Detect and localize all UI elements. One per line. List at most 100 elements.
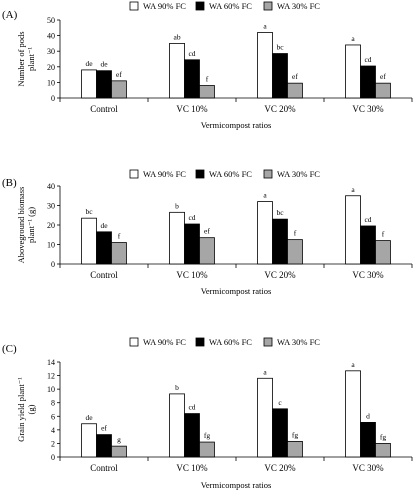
bar-significance-label: cd — [364, 215, 371, 224]
chart-panel-3: (C) WA 90% FC WA 60% FC WA 30% FC Grain yiel… — [2, 337, 413, 490]
bar-2-2 — [184, 223, 200, 265]
bar-significance-label: de — [100, 60, 108, 69]
y-axis-title: Aboveground biomass plant⁻¹ (g) — [16, 187, 36, 264]
x-category-label: VC 10% — [176, 104, 208, 114]
y-tick-label: 2 — [51, 439, 55, 448]
bar-2-4 — [360, 225, 376, 265]
bar-2-4 — [360, 421, 376, 458]
y-tick-label: 8 — [51, 399, 55, 408]
legend-label-1: WA 90% FC — [143, 1, 186, 11]
bar-3-4 — [375, 240, 391, 265]
bar-2-1 — [96, 434, 112, 458]
y-tick-label: 10 — [47, 241, 55, 250]
bar-1-2 — [169, 393, 185, 458]
panel-label: (C) — [2, 343, 17, 355]
bar-1-2 — [169, 211, 185, 265]
x-category-label: Control — [90, 270, 118, 280]
bar-significance-label: c — [278, 398, 282, 407]
bar-2-1 — [96, 70, 112, 99]
bar-significance-label: bc — [276, 208, 284, 217]
legend-swatch-2 — [195, 1, 205, 11]
bar-2-3 — [272, 218, 288, 265]
bar-1-4 — [345, 195, 361, 265]
bar-2-1 — [96, 231, 112, 265]
bar-significance-label: a — [351, 360, 355, 369]
y-tick-label: 14 — [47, 358, 55, 367]
x-axis-title: Vermicompost ratios — [201, 120, 272, 130]
bar-1-3 — [257, 201, 273, 265]
bar-significance-label: b — [175, 383, 179, 392]
y-tick-label: 12 — [47, 372, 55, 381]
bar-significance-label: cd — [188, 213, 195, 222]
bar-3-4 — [375, 82, 391, 99]
y-tick-label: 30 — [47, 47, 55, 56]
panel-label: (B) — [2, 177, 17, 189]
bar-3-4 — [375, 443, 391, 458]
bar-significance-label: cd — [188, 403, 195, 412]
x-category-label: VC 30% — [352, 270, 384, 280]
x-category-label: VC 20% — [264, 104, 296, 114]
bar-significance-label: a — [263, 367, 267, 376]
chart-panel-2: (B) WA 90% FC WA 60% FC WA 30% FC Abovegroun… — [2, 169, 413, 296]
bar-significance-label: a — [351, 185, 355, 194]
bar-2-3 — [272, 408, 288, 458]
bar-significance-label: fg — [380, 432, 386, 441]
bar-1-3 — [257, 377, 273, 458]
bar-significance-label: a — [263, 21, 267, 30]
y-axis-title-line-2: (g) — [26, 404, 36, 414]
y-tick-label: 30 — [47, 202, 55, 211]
bar-1-1 — [81, 69, 97, 99]
bar-1-4 — [345, 370, 361, 458]
bar-significance-label: g — [117, 435, 121, 444]
y-axis-title-line-2: plant⁻¹ (g) — [26, 207, 36, 243]
bar-3-1 — [111, 242, 127, 265]
legend-swatch-1 — [129, 1, 139, 11]
bar-3-2 — [199, 85, 215, 99]
bar-significance-label: ef — [116, 70, 122, 79]
bar-significance-label: de — [100, 221, 108, 230]
y-tick-label: 6 — [51, 412, 55, 421]
bar-1-1 — [81, 423, 97, 458]
bar-significance-label: de — [85, 413, 93, 422]
legend-label-3: WA 30% FC — [277, 169, 320, 179]
bar-significance-label: f — [206, 75, 209, 84]
x-category-label: VC 30% — [352, 463, 384, 473]
bar-significance-label: f — [118, 232, 121, 241]
bar-3-2 — [199, 441, 215, 458]
y-tick-label: 20 — [47, 63, 55, 72]
bar-significance-label: bc — [276, 43, 284, 52]
y-axis-title-line-2: plant⁻¹ — [26, 47, 36, 71]
x-category-label: Control — [90, 463, 118, 473]
bar-significance-label: ab — [173, 32, 180, 41]
bar-significance-label: ef — [292, 72, 298, 81]
y-axis-title: Number of pods plant⁻¹ — [16, 31, 36, 86]
y-axis-title: Grain yield plant⁻¹ (g) — [16, 377, 36, 442]
bar-significance-label: ef — [380, 72, 386, 81]
x-category-label: VC 20% — [264, 270, 296, 280]
x-category-label: Control — [90, 104, 118, 114]
y-axis-title-line-1: Number of pods — [16, 31, 26, 86]
x-category-label: VC 20% — [264, 463, 296, 473]
y-tick-label: 10 — [47, 385, 55, 394]
bar-1-2 — [169, 43, 185, 99]
x-category-label: VC 30% — [352, 104, 384, 114]
legend-swatch-2 — [195, 337, 205, 347]
bar-significance-label: a — [351, 34, 355, 43]
legend-label-2: WA 60% FC — [209, 337, 252, 347]
bar-3-3 — [287, 440, 303, 458]
chart-panel-1: (A) WA 90% FC WA 60% FC WA 30% FC Number of … — [2, 1, 413, 130]
y-tick-label: 4 — [51, 426, 55, 435]
legend-label-1: WA 90% FC — [143, 169, 186, 179]
bar-significance-label: de — [85, 59, 93, 68]
y-tick-label: 20 — [47, 221, 55, 230]
bar-3-1 — [111, 445, 127, 458]
bar-2-4 — [360, 65, 376, 99]
bar-1-4 — [345, 44, 361, 99]
bar-significance-label: a — [263, 191, 267, 200]
legend-label-2: WA 60% FC — [209, 169, 252, 179]
bar-2-3 — [272, 53, 288, 99]
bar-significance-label: f — [382, 230, 385, 239]
legend-swatch-3 — [263, 1, 273, 11]
bar-2-2 — [184, 59, 200, 99]
bar-significance-label: cd — [188, 49, 195, 58]
